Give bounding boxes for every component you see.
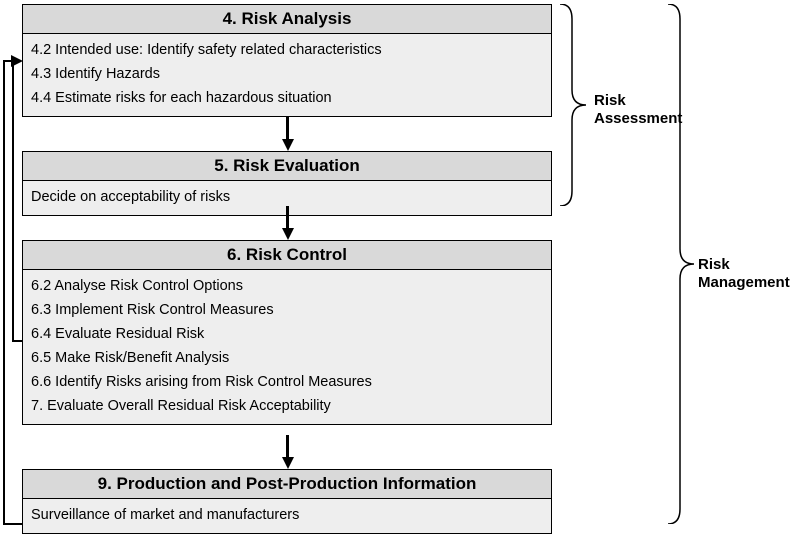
- box-risk-analysis-title: 4. Risk Analysis: [23, 5, 551, 34]
- arrow-head-icon: [282, 228, 294, 240]
- bracket-management-icon: [668, 4, 698, 524]
- bracket-assessment-icon: [560, 4, 590, 206]
- row-item: 6.6 Identify Risks arising from Risk Con…: [31, 370, 543, 394]
- row-item: 4.4 Estimate risks for each hazardous si…: [31, 86, 543, 110]
- box-risk-control-title: 6. Risk Control: [23, 241, 551, 270]
- row-item: Surveillance of market and manufacturers: [31, 503, 543, 527]
- row-item: 4.2 Intended use: Identify safety relate…: [31, 38, 543, 62]
- row-item: 6.5 Make Risk/Benefit Analysis: [31, 346, 543, 370]
- arrow-head-icon: [282, 457, 294, 469]
- feedback-line: [3, 523, 22, 525]
- arrow-line: [286, 206, 289, 228]
- feedback-line: [3, 60, 5, 525]
- box-production-info-body: Surveillance of market and manufacturers: [23, 499, 551, 533]
- box-production-info-title: 9. Production and Post-Production Inform…: [23, 470, 551, 499]
- box-risk-control: 6. Risk Control 6.2 Analyse Risk Control…: [22, 240, 552, 425]
- row-item: 6.3 Implement Risk Control Measures: [31, 298, 543, 322]
- bracket-management-label: Risk Management: [698, 256, 800, 292]
- arrow-line: [286, 435, 289, 457]
- box-risk-control-body: 6.2 Analyse Risk Control Options 6.3 Imp…: [23, 270, 551, 424]
- row-item: 6.2 Analyse Risk Control Options: [31, 274, 543, 298]
- arrow-line: [286, 117, 289, 139]
- row-item: 6.4 Evaluate Residual Risk: [31, 322, 543, 346]
- bracket-assessment-label-l1: Risk: [594, 92, 626, 109]
- feedback-line: [12, 60, 14, 342]
- box-production-info: 9. Production and Post-Production Inform…: [22, 469, 552, 534]
- box-risk-analysis: 4. Risk Analysis 4.2 Intended use: Ident…: [22, 4, 552, 117]
- row-item: 7. Evaluate Overall Residual Risk Accept…: [31, 394, 543, 418]
- row-item: 4.3 Identify Hazards: [31, 62, 543, 86]
- box-risk-analysis-body: 4.2 Intended use: Identify safety relate…: [23, 34, 551, 116]
- arrow-head-icon: [282, 139, 294, 151]
- box-risk-evaluation-title: 5. Risk Evaluation: [23, 152, 551, 181]
